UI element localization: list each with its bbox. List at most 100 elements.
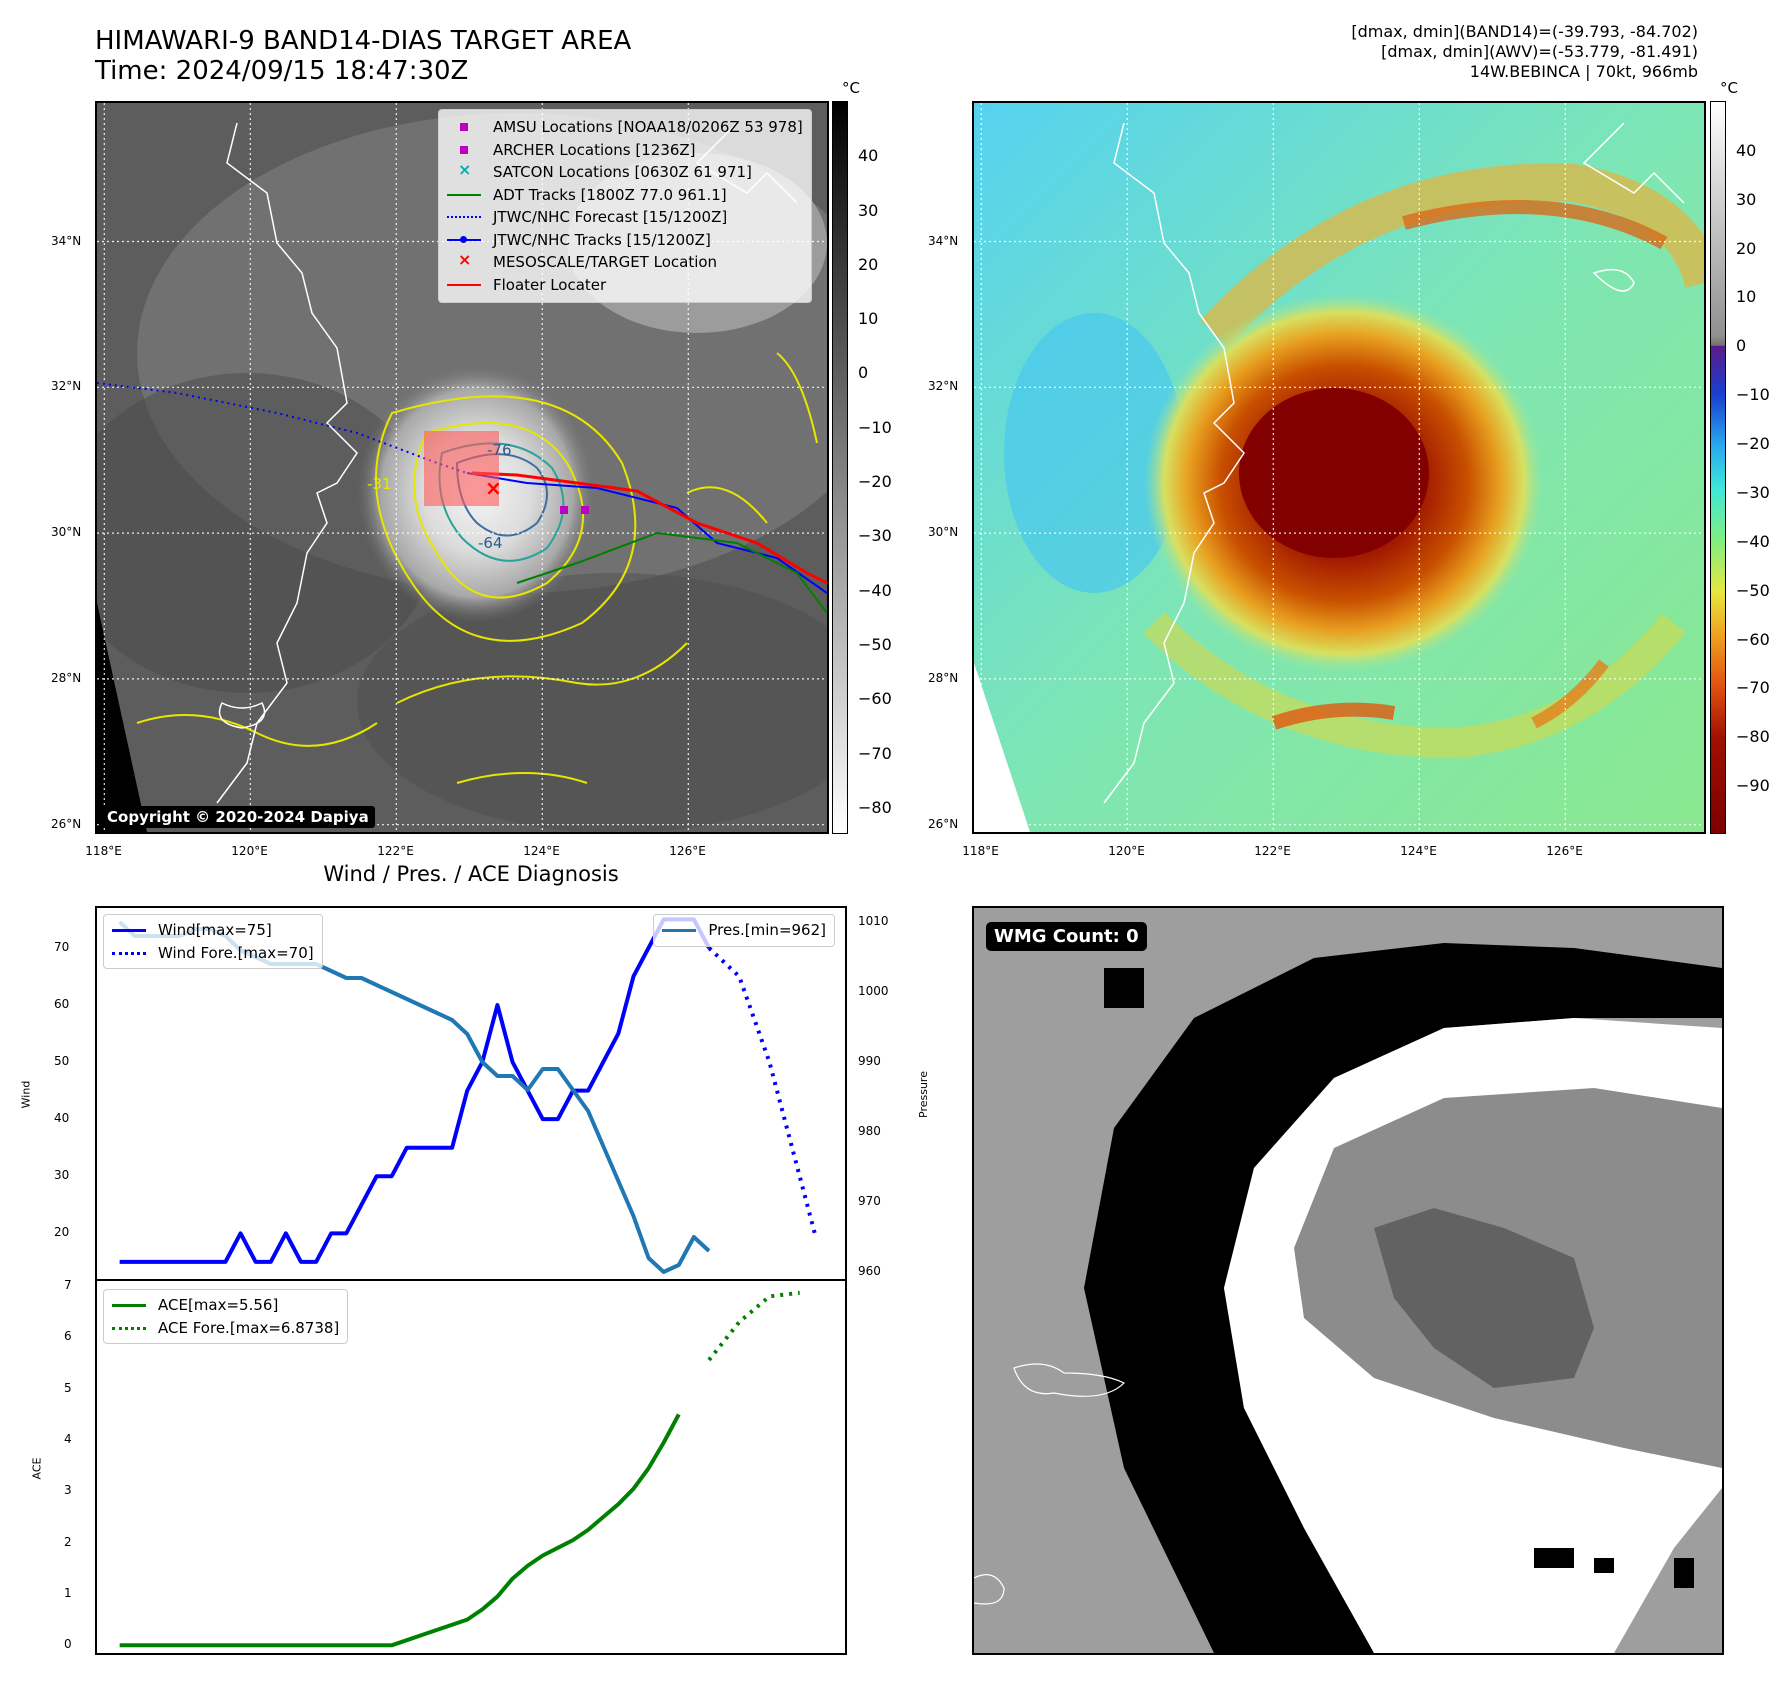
pressure-tick-label: 960	[858, 1264, 881, 1278]
ace-legend: ACE[max=5.56] ACE Fore.[max=6.8738]	[103, 1289, 349, 1344]
lon-tick-label: 120°E	[1108, 844, 1145, 858]
figure-info: [dmax, dmin](BAND14)=(-39.793, -84.702) …	[1351, 22, 1698, 82]
pressure-ylabel: Pressure	[916, 1071, 930, 1118]
target-area-box	[424, 431, 499, 506]
lat-tick-label: 30°N	[51, 525, 82, 540]
wind-tick-label: 50	[54, 1054, 70, 1069]
mesoscale-location-marker: ×	[485, 476, 502, 500]
colorbar-tick-label: 0	[1736, 336, 1747, 356]
colorbar-tick-label: 40	[1736, 140, 1757, 160]
colorbar-tick-label: 10	[858, 309, 879, 329]
lat-tick-label: 28°N	[51, 670, 82, 685]
legend-ace-swatch	[112, 1298, 146, 1312]
colorbar-tick-label: −80	[1736, 727, 1770, 747]
legend-label: AMSU Locations [NOAA18/0206Z 53 978]	[493, 118, 803, 137]
legend-swatch	[447, 120, 481, 134]
pressure-tick-label: 1010	[858, 914, 889, 928]
pressure-legend: Pres.[min=962]	[653, 914, 835, 947]
series-line	[119, 1413, 681, 1648]
legend-wind-swatch	[112, 923, 146, 937]
colorbar-tick-label: 20	[858, 254, 879, 274]
contour-label: -31	[367, 475, 392, 493]
wind-pressure-chart: Wind[max=75] Wind Fore.[max=70] Pres.[mi…	[95, 906, 847, 1281]
colorbar-tick-label: 30	[858, 200, 879, 220]
wmg-image	[974, 943, 1722, 1653]
title-line-2: Time: 2024/09/15 18:47:30Z	[95, 56, 469, 86]
colorbar-tick-label: −80	[858, 797, 892, 817]
lat-tick-label: 32°N	[51, 379, 82, 394]
legend-label: SATCON Locations [0630Z 61 971]	[493, 163, 752, 182]
colorbar-tick-label: −40	[858, 580, 892, 600]
info-line-3: 14W.BEBINCA | 70kt, 966mb	[1469, 62, 1698, 81]
lon-tick-label: 118°E	[962, 844, 999, 858]
legend-label: ARCHER Locations [1236Z]	[493, 140, 696, 159]
legend-ace-forecast-swatch	[112, 1321, 146, 1335]
series-line	[707, 946, 817, 1234]
legend-label: JTWC/NHC Forecast [15/1200Z]	[493, 208, 728, 227]
lon-tick-label: 122°E	[1254, 844, 1291, 858]
series-line	[118, 920, 711, 1274]
legend-label: JTWC/NHC Tracks [15/1200Z]	[493, 230, 711, 249]
wmg-panel: WMG Count: 0	[972, 906, 1724, 1655]
ir-colorbar	[832, 101, 848, 834]
legend-wind-forecast: Wind Fore.[max=70]	[112, 942, 314, 965]
colorbar-tick-label: −30	[858, 526, 892, 546]
lon-tick-label: 124°E	[1400, 844, 1437, 858]
pressure-tick-label: 1000	[858, 984, 889, 998]
enhanced-map-panel	[972, 101, 1706, 834]
enhanced-map-overlay	[974, 103, 1704, 832]
jtwc-track	[466, 472, 827, 594]
legend-wind-forecast-label: Wind Fore.[max=70]	[158, 943, 314, 962]
ace-chart: ACE[max=5.56] ACE Fore.[max=6.8738]	[95, 1279, 847, 1655]
ace-tick-label: 6	[64, 1329, 72, 1344]
wind-tick-label: 20	[54, 1225, 70, 1240]
info-line-2: [dmax, dmin](AWV)=(-53.779, -81.491)	[1381, 42, 1698, 61]
legend-swatch: ×	[458, 250, 472, 270]
enhanced-colorbar-unit: °C	[1720, 79, 1738, 97]
legend-swatch: ×	[458, 160, 472, 180]
colorbar-tick-label: 10	[1736, 287, 1757, 307]
colorbar-tick-label: −40	[1736, 531, 1770, 551]
colorbar-tick-label: 20	[1736, 238, 1757, 258]
lon-tick-label: 118°E	[85, 844, 122, 858]
wind-tick-label: 40	[54, 1111, 70, 1126]
legend-pressure-swatch	[662, 923, 697, 937]
legend-wind-label: Wind[max=75]	[158, 921, 272, 940]
ace-ylabel: ACE	[30, 1457, 44, 1480]
lon-tick-label: 126°E	[1546, 844, 1583, 858]
wmg-count-badge: WMG Count: 0	[986, 922, 1147, 951]
legend-swatch	[447, 278, 481, 292]
legend-label: MESOSCALE/TARGET Location	[493, 253, 718, 272]
colorbar-tick-label: −90	[1736, 776, 1770, 796]
colorbar-tick-label: 40	[858, 146, 879, 166]
series-line	[119, 917, 711, 1264]
lon-tick-label: 120°E	[231, 844, 268, 858]
lat-tick-label: 26°N	[928, 816, 959, 831]
wind-legend: Wind[max=75] Wind Fore.[max=70]	[103, 914, 323, 969]
legend-swatch	[447, 210, 481, 224]
legend-row: AMSU Locations [NOAA18/0206Z 53 978]	[447, 116, 803, 139]
lat-tick-label: 28°N	[928, 670, 959, 685]
colorbar-tick-label: 30	[1736, 189, 1757, 209]
lon-tick-label: 122°E	[377, 844, 414, 858]
copyright-badge: Copyright © 2020-2024 Dapiya	[101, 806, 375, 828]
ace-tick-label: 7	[64, 1278, 72, 1293]
colorbar-tick-label: −50	[1736, 580, 1770, 600]
colorbar-tick-label: −60	[1736, 629, 1770, 649]
floater-track	[471, 471, 827, 585]
info-line-1: [dmax, dmin](BAND14)=(-39.793, -84.702)	[1351, 22, 1698, 41]
jtwc-forecast-track	[97, 382, 468, 474]
archer-location-marker	[581, 506, 589, 514]
contour-label: -76	[487, 441, 512, 459]
ace-tick-label: 2	[64, 1534, 72, 1549]
ace-tick-label: 3	[64, 1483, 72, 1498]
lat-tick-label: 30°N	[928, 525, 959, 540]
wind-tick-label: 70	[54, 939, 70, 954]
contour-label: -64	[478, 534, 503, 552]
wind-ylabel: Wind	[19, 1080, 33, 1109]
title-line-1: HIMAWARI-9 BAND14-DIAS TARGET AREA	[95, 26, 632, 56]
lat-tick-label: 32°N	[928, 379, 959, 394]
colorbar-tick-label: −10	[858, 417, 892, 437]
colorbar-tick-label: −70	[858, 743, 892, 763]
ir-colorbar-unit: °C	[842, 79, 860, 97]
